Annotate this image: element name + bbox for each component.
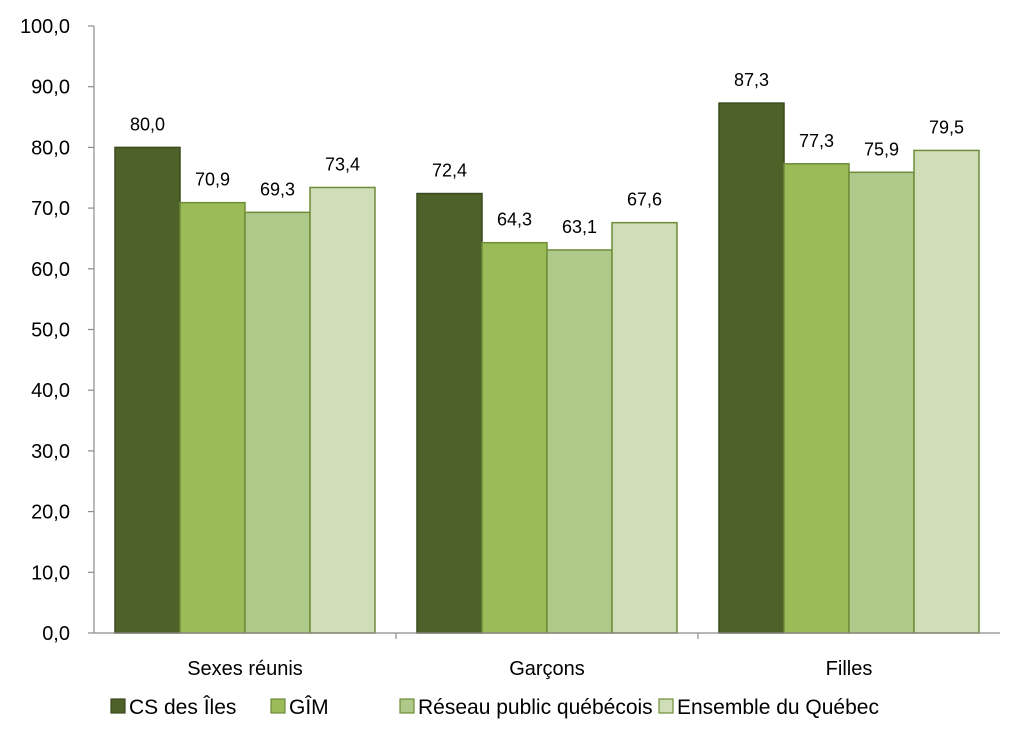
bar-value-label: 63,1 [562, 217, 597, 237]
x-category-label: Sexes réunis [187, 658, 303, 680]
bar [309, 186, 376, 634]
y-tick-label: 70,0 [31, 198, 70, 220]
legend-label: GÎM [289, 696, 329, 719]
y-tick-label: 40,0 [31, 380, 70, 402]
bar-value-label: 72,4 [432, 161, 467, 181]
y-tick-label: 10,0 [31, 562, 70, 584]
bar [244, 211, 311, 634]
bar [848, 171, 915, 634]
bar [416, 192, 483, 634]
x-category-label: Filles [826, 658, 873, 680]
y-tick-label: 20,0 [31, 502, 70, 524]
y-tick-label: 100,0 [20, 16, 70, 38]
legend-label: Ensemble du Québec [677, 696, 879, 719]
bar-value-label: 69,3 [260, 179, 295, 199]
legend-swatch [270, 698, 286, 714]
bar-value-label: 80,0 [130, 114, 165, 134]
bar [481, 241, 548, 634]
y-tick-label: 30,0 [31, 441, 70, 463]
bar [611, 221, 678, 634]
bar-value-label: 75,9 [864, 139, 899, 159]
bar-value-label: 87,3 [734, 70, 769, 90]
legend-label: Réseau public québécois [418, 696, 653, 719]
bar-value-label: 77,3 [799, 131, 834, 151]
y-tick-label: 60,0 [31, 259, 70, 281]
x-axis: Sexes réunis Garçons Filles [94, 632, 1000, 680]
x-category-label: Garçons [509, 658, 585, 680]
bar-value-label: 79,5 [929, 117, 964, 137]
bar [114, 146, 181, 634]
legend-swatch [399, 698, 415, 714]
bar [718, 102, 785, 634]
bar [783, 163, 850, 634]
bar-value-label: 64,3 [497, 210, 532, 230]
y-tick-label: 50,0 [31, 320, 70, 342]
bars [114, 102, 980, 634]
bar-value-label: 70,9 [195, 170, 230, 190]
legend-swatch [658, 698, 674, 714]
y-axis: 0,0 10,0 20,0 30,0 40,0 50,0 60,0 70,0 80,0 90,0 1… [20, 16, 95, 645]
bar-value-label: 73,4 [325, 154, 360, 174]
bar [546, 249, 613, 634]
y-tick-label: 0,0 [42, 623, 70, 645]
bar [913, 149, 980, 634]
data-labels: 80,0 70,9 69,3 73,4 72,4 64,3 63,1 67,6 87,3 77,3… [130, 70, 964, 237]
legend-label: CS des Îles [129, 696, 236, 719]
y-tick-label: 90,0 [31, 77, 70, 99]
legend: CS des Îles GÎM Réseau public québécois Ens… [110, 696, 879, 719]
bar [179, 201, 246, 634]
bar-value-label: 67,6 [627, 190, 662, 210]
y-tick-label: 80,0 [31, 137, 70, 159]
legend-swatch [110, 698, 126, 714]
